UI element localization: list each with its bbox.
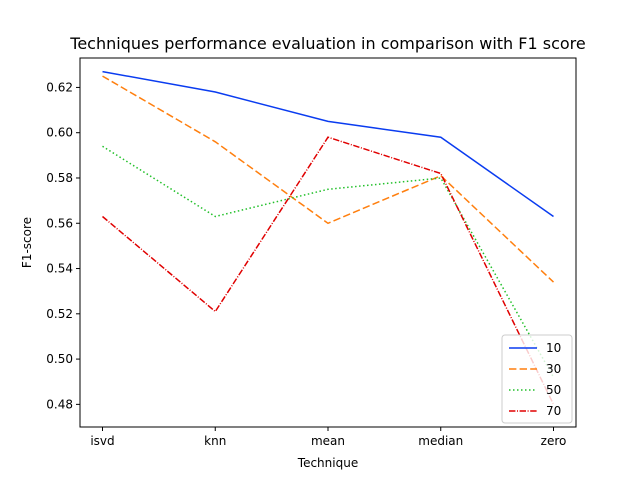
- x-tick-label-mean: mean: [311, 434, 345, 448]
- series-line-30: [102, 75, 555, 283]
- chart-title: Techniques performance evaluation in com…: [69, 34, 585, 53]
- y-tick-label-0.52: 0.52: [46, 307, 73, 321]
- x-tick-label-knn: knn: [204, 434, 226, 448]
- series-line-70: [102, 136, 555, 405]
- legend-box: [501, 334, 573, 424]
- legend-label-70: 70: [546, 404, 561, 418]
- y-tick-label-0.58: 0.58: [46, 171, 73, 185]
- series-layer: [102, 70, 555, 405]
- y-axis-label: F1-score: [20, 217, 34, 268]
- legend-label-30: 30: [546, 362, 561, 376]
- x-tick-label-median: median: [418, 434, 463, 448]
- y-tick-label-0.54: 0.54: [46, 262, 73, 276]
- x-axis-label: Technique: [297, 456, 358, 470]
- y-tick-label-0.56: 0.56: [46, 216, 73, 230]
- series-line-50: [102, 145, 555, 378]
- y-tick-label-0.48: 0.48: [46, 397, 73, 411]
- y-tick-label-0.50: 0.50: [46, 352, 73, 366]
- y-tick-label-0.60: 0.60: [46, 126, 73, 140]
- legend-label-50: 50: [546, 383, 561, 397]
- series-line-10: [102, 70, 554, 218]
- x-axis: isvd knn mean median zero: [90, 427, 566, 448]
- y-tick-label-0.62: 0.62: [46, 80, 73, 94]
- legend-label-10: 10: [546, 341, 561, 355]
- legend: 10 30 50 70: [501, 334, 573, 424]
- x-tick-label-isvd: isvd: [90, 434, 114, 448]
- y-axis: 0.48 0.50 0.52 0.54 0.56 0.58 0.60 0.62: [46, 80, 80, 411]
- x-tick-label-zero: zero: [541, 434, 567, 448]
